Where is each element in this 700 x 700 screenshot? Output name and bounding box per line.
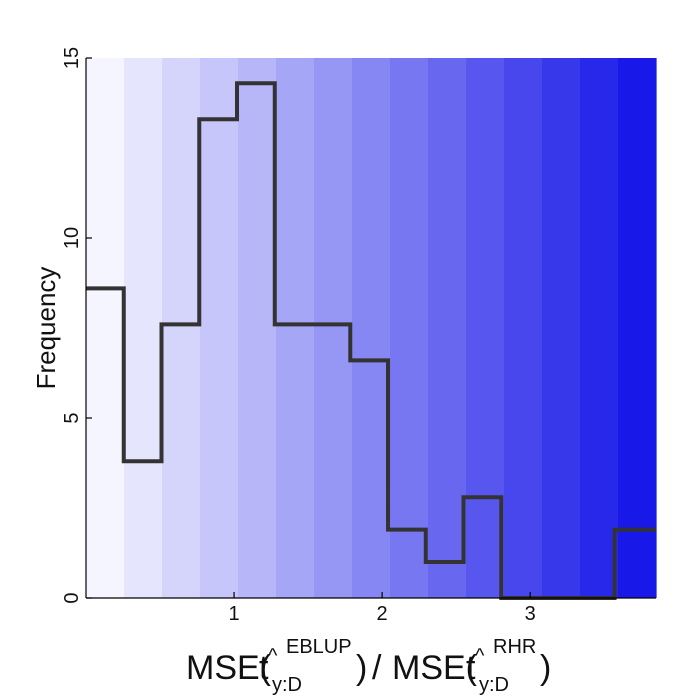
x-label-slash: / xyxy=(372,649,382,687)
axes xyxy=(85,57,656,599)
x-label-superscript-eblup: EBLUP xyxy=(286,636,352,658)
gradient-band xyxy=(428,58,467,598)
x-label-t-2: t xyxy=(466,649,476,687)
gradient-band xyxy=(200,58,239,598)
x-label-hat-1: ^ xyxy=(268,645,278,667)
x-label-superscript-rhr: RHR xyxy=(493,636,536,658)
x-axis-label: MSE( t ^ EBLUP y:D ) / MSE( t ^ RHR y:D … xyxy=(186,636,551,696)
x-tick-label: 2 xyxy=(377,603,388,625)
x-label-mse-1: MSE( xyxy=(186,649,272,687)
x-label-close-paren-1: ) xyxy=(356,649,367,687)
y-tick-label: 5 xyxy=(61,412,83,423)
gradient-band xyxy=(466,58,505,598)
x-label-close-paren-2: ) xyxy=(540,649,551,687)
x-label-hat-2: ^ xyxy=(475,645,485,667)
x-tick-label: 1 xyxy=(228,603,239,625)
gradient-band xyxy=(504,58,543,598)
tick-labels: 0 5 10 15 1 2 3 xyxy=(61,47,536,625)
gradient-band xyxy=(618,58,657,598)
gradient-band xyxy=(86,58,125,598)
x-label-mse-2: MSE( xyxy=(392,649,478,687)
gradient-band xyxy=(390,58,429,598)
y-axis-label: Frequency xyxy=(31,267,61,390)
background-gradient-bands xyxy=(86,58,657,598)
y-tick-label: 0 xyxy=(61,592,83,603)
gradient-band xyxy=(580,58,619,598)
gradient-band xyxy=(314,58,353,598)
gradient-band xyxy=(276,58,315,598)
x-label-subscript-2: y:D xyxy=(479,674,509,696)
x-tick-label: 3 xyxy=(525,603,536,625)
y-tick-label: 10 xyxy=(61,227,83,249)
x-label-t-1: t xyxy=(259,649,269,687)
gradient-band xyxy=(542,58,581,598)
y-tick-label: 15 xyxy=(61,47,83,69)
gradient-band xyxy=(238,58,277,598)
gradient-band xyxy=(352,58,391,598)
gradient-band xyxy=(162,58,201,598)
gradient-band xyxy=(124,58,163,598)
x-label-subscript-1: y:D xyxy=(272,674,302,696)
